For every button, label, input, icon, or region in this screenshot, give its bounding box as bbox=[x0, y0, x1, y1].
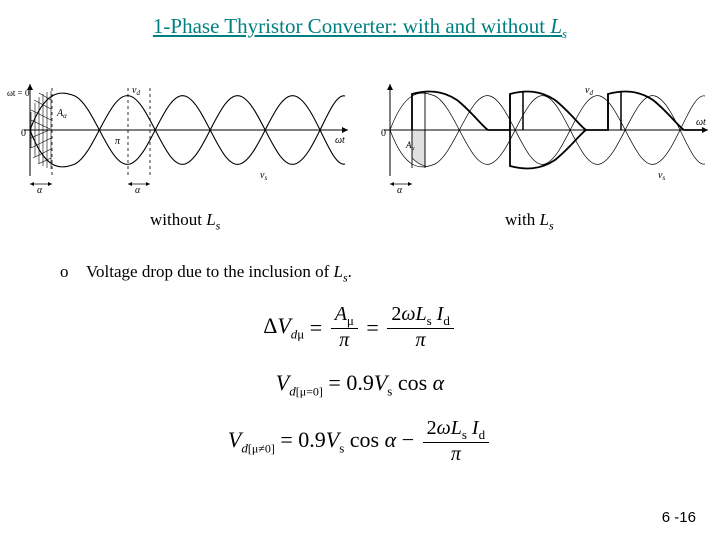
label-wt-right: ωt bbox=[696, 117, 706, 128]
label-pi: π bbox=[115, 136, 121, 147]
figure-left: 0 ωt = 0 α α Aα π ωt vd vs bbox=[0, 60, 360, 200]
page-number: 6 -16 bbox=[662, 509, 696, 526]
label-alpha2: α bbox=[135, 185, 141, 196]
waveform-left-svg: 0 ωt = 0 α α Aα π ωt vd vs bbox=[0, 60, 360, 200]
caption-right: with Ls bbox=[505, 210, 554, 233]
label-origin-r: 0 bbox=[381, 128, 386, 139]
label-vd-left: vd bbox=[132, 85, 140, 97]
caption-left: without Ls bbox=[150, 210, 220, 233]
figure-right: 0 α Aμ vd ωt vs bbox=[360, 60, 720, 200]
figures-row: 0 ωt = 0 α α Aα π ωt vd vs bbox=[0, 60, 720, 200]
waveform-right-svg: 0 α Aμ vd ωt vs bbox=[360, 60, 720, 200]
page-title: 1-Phase Thyristor Converter: with and wi… bbox=[0, 14, 720, 42]
label-Aalpha: Aα bbox=[56, 108, 67, 120]
label-origin: 0 bbox=[21, 128, 26, 139]
caption-left-prefix: without bbox=[150, 210, 206, 229]
caption-left-var: L bbox=[206, 210, 215, 229]
bullet-var: L bbox=[334, 262, 343, 281]
equations-block: ΔVdμ = Aμ π = 2ωLs Id π Vd[μ=0] = 0.9Vs … bbox=[0, 300, 720, 469]
label-vd-r: vd bbox=[585, 85, 593, 97]
bullet-text: Voltage drop due to the inclusion of Ls. bbox=[86, 262, 352, 281]
label-vs-left: vs bbox=[260, 170, 267, 182]
label-alpha-r: α bbox=[397, 185, 403, 196]
label-alpha1: α bbox=[37, 185, 43, 196]
equation-2: Vd[μ=0] = 0.9Vs cos α bbox=[0, 357, 720, 412]
label-wt0: ωt = 0 bbox=[7, 88, 30, 98]
caption-right-prefix: with bbox=[505, 210, 539, 229]
bullet-post: . bbox=[348, 262, 352, 281]
title-var: L bbox=[550, 14, 562, 38]
bullet-pre: Voltage drop due to the inclusion of bbox=[86, 262, 334, 281]
caption-right-var: L bbox=[539, 210, 548, 229]
caption-right-sub: s bbox=[549, 218, 554, 232]
equation-1: ΔVdμ = Aμ π = 2ωLs Id π bbox=[0, 300, 720, 355]
bullet-row: o Voltage drop due to the inclusion of L… bbox=[60, 262, 352, 285]
caption-left-sub: s bbox=[216, 218, 221, 232]
label-vs-r: vs bbox=[658, 170, 665, 182]
title-sub: s bbox=[562, 26, 567, 41]
equation-3: Vd[μ≠0] = 0.9Vs cos α − 2ωLs Id π bbox=[0, 414, 720, 469]
captions-row: without Ls with Ls bbox=[0, 210, 720, 234]
label-wt-r: ωt bbox=[335, 135, 345, 146]
title-main: 1-Phase Thyristor Converter: with and wi… bbox=[153, 14, 550, 38]
bullet-marker: o bbox=[60, 262, 82, 282]
